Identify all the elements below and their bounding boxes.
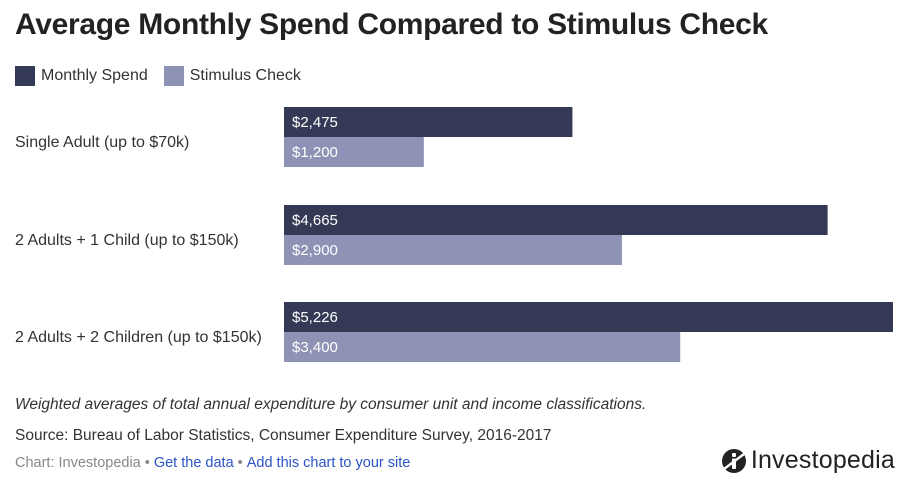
legend: Monthly Spend Stimulus Check bbox=[15, 66, 317, 86]
bar-stimulus-check-1[interactable] bbox=[284, 137, 424, 167]
data-label-stimulus-check-1: $1,200 bbox=[292, 144, 338, 161]
legend-swatch-stimulus-check bbox=[163, 66, 184, 86]
footer-separator: • bbox=[144, 455, 150, 471]
logo-text: Investopedia bbox=[750, 446, 895, 474]
legend-swatch-monthly-spend bbox=[15, 66, 35, 86]
data-label-monthly-spend-2: $4,665 bbox=[292, 212, 338, 229]
investopedia-logo[interactable]: Investopedia bbox=[721, 446, 895, 475]
category-label-3: 2 Adults + 2 Children (up to $150k) bbox=[15, 329, 262, 346]
chart-footer: Chart: Investopedia • Get the data • Add thi… bbox=[15, 455, 410, 471]
data-label-stimulus-check-2: $2,900 bbox=[292, 242, 338, 259]
chart-title: Average Monthly Spend Compared to Stimul… bbox=[15, 8, 768, 41]
bar-stimulus-check-2[interactable] bbox=[284, 235, 622, 265]
data-label-stimulus-check-3: $3,400 bbox=[292, 339, 338, 356]
footer-separator: • bbox=[237, 455, 243, 471]
chart-credit: Chart: Investopedia bbox=[15, 455, 141, 471]
chart-source: Source: Bureau of Labor Statistics, Cons… bbox=[15, 427, 552, 444]
bar-monthly-spend-1[interactable] bbox=[284, 107, 573, 137]
data-label-monthly-spend-1: $2,475 bbox=[292, 114, 338, 131]
category-label-2: 2 Adults + 1 Child (up to $150k) bbox=[15, 232, 239, 249]
legend-label-stimulus-check: Stimulus Check bbox=[189, 67, 301, 84]
add-chart-link[interactable]: Add this chart to your site bbox=[246, 455, 411, 471]
investopedia-logo-icon bbox=[721, 448, 746, 473]
category-label-1: Single Adult (up to $70k) bbox=[15, 134, 189, 151]
bar-monthly-spend-2[interactable] bbox=[284, 205, 828, 235]
legend-label-monthly-spend: Monthly Spend bbox=[41, 67, 148, 84]
bar-stimulus-check-3[interactable] bbox=[284, 332, 681, 362]
get-data-link[interactable]: Get the data bbox=[153, 455, 234, 471]
legend-item-stimulus-check: Stimulus Check bbox=[163, 66, 301, 86]
data-label-monthly-spend-3: $5,226 bbox=[292, 309, 338, 326]
legend-item-monthly-spend: Monthly Spend bbox=[15, 66, 148, 86]
bar-monthly-spend-3[interactable] bbox=[284, 302, 893, 332]
chart-note: Weighted averages of total annual expend… bbox=[15, 396, 647, 413]
